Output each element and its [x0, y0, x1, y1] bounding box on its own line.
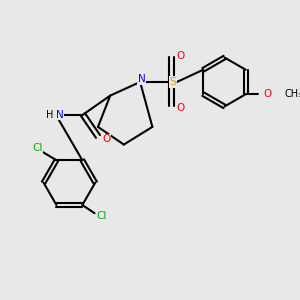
- Text: O: O: [263, 89, 272, 99]
- Text: O: O: [102, 134, 110, 144]
- Text: CH₃: CH₃: [284, 89, 300, 99]
- Text: N: N: [56, 110, 64, 120]
- Text: Cl: Cl: [32, 143, 43, 153]
- Text: S: S: [169, 77, 176, 87]
- Text: H: H: [46, 110, 53, 120]
- Text: N: N: [138, 74, 146, 84]
- Text: O: O: [177, 103, 185, 113]
- Text: Cl: Cl: [96, 211, 106, 221]
- Text: O: O: [177, 51, 185, 61]
